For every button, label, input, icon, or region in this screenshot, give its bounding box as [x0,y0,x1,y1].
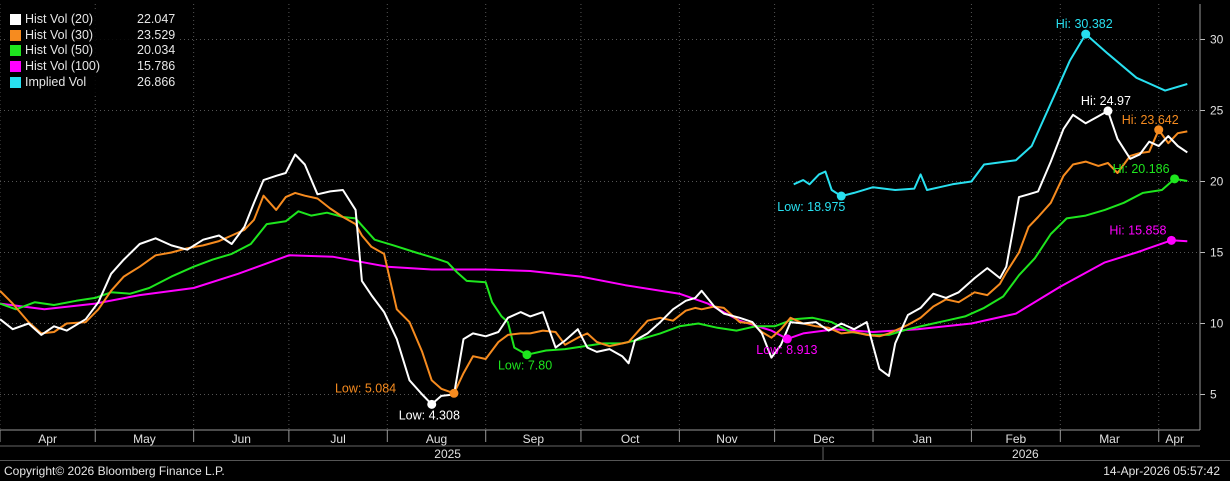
legend-series-value: 23.529 [137,27,176,42]
series-line-hist-vol-30 [0,128,1188,395]
hi-low-marker [1170,174,1180,184]
x-tick-label: Jul [330,432,345,446]
legend-series-name: Implied Vol [25,74,87,89]
hi-low-marker [782,334,792,344]
hi-low-marker [1103,106,1113,116]
hi-low-label: Hi: 15.858 [1109,223,1166,237]
y-tick-label: 25 [1210,104,1224,118]
y-tick-label: 5 [1210,388,1217,402]
x-tick-label: Aug [426,432,447,446]
legend-series-value: 22.047 [137,12,176,27]
chart-legend: Hist Vol (20) 22.047 Hist Vol (30) 23.52… [6,10,180,93]
x-tick-label: Nov [716,432,737,446]
hi-low-label: Hi: 20.186 [1113,162,1170,176]
hi-low-label: Hi: 24.97 [1081,94,1131,108]
hi-low-marker [449,388,459,398]
hi-low-label: Low: 4.308 [399,408,460,422]
hi-low-label: Low: 8.913 [756,343,817,357]
grid-lines [0,4,1200,430]
legend-swatch-implied-vol [10,76,21,88]
hi-low-marker [1154,125,1164,135]
legend-series-name: Hist Vol (20) [25,12,94,27]
y-tick-label: 15 [1210,246,1224,260]
legend-series-name: Hist Vol (50) [25,43,94,58]
legend-swatch-hv50 [10,45,21,57]
x-tick-label: Oct [621,432,640,446]
legend-swatch-hv30 [10,29,21,41]
series-line-hist-vol-20 [0,109,1188,406]
hi-low-marker [1081,29,1091,39]
y-tick-label: 30 [1210,33,1224,47]
series-line-hist-vol-50 [0,177,1188,356]
legend-series-name: Hist Vol (100) [25,59,101,74]
hi-low-label: Low: 5.084 [335,381,396,395]
legend-item-hv20[interactable]: Hist Vol (20) 22.047 [10,12,175,28]
x-tick-label: Apr [38,432,57,446]
hi-low-label: Hi: 30.382 [1056,17,1113,31]
hi-low-label: Low: 7.80 [498,359,552,373]
hi-low-annotations: Hi: 30.382 Low: 18.975 Hi: 24.97 Low: 4.308… [335,17,1180,422]
x-tick-label: Mar [1099,432,1120,446]
legend-series-value: 26.866 [137,74,176,89]
y-tick-label: 20 [1210,175,1224,189]
x-tick-label: Feb [1006,432,1027,446]
series-lines [0,33,1188,406]
legend-item-hv100[interactable]: Hist Vol (100) 15.786 [10,59,175,75]
legend-series-name: Hist Vol (30) [25,27,94,42]
hi-low-label: Low: 18.975 [777,200,845,214]
legend-swatch-hv20 [10,14,21,26]
legend-series-value: 20.034 [137,43,176,58]
x-tick-label: May [133,432,156,446]
hi-low-marker [1166,235,1176,245]
hi-low-marker [836,191,846,201]
hi-low-marker [427,399,437,409]
y-tick-label: 10 [1210,317,1224,331]
timestamp-text: 14-Apr-2026 05:57:42 [1103,464,1220,478]
legend-swatch-hv100 [10,61,21,73]
legend-item-hv30[interactable]: Hist Vol (30) 23.529 [10,28,175,44]
hi-low-marker [522,350,532,360]
legend-item-implied-vol[interactable]: Implied Vol 26.866 [10,74,175,90]
footer-bar: Copyright© 2026 Bloomberg Finance L.P. 1… [0,460,1230,481]
legend-item-hv50[interactable]: Hist Vol (50) 20.034 [10,43,175,59]
copyright-text: Copyright© 2026 Bloomberg Finance L.P. [4,464,225,478]
x-tick-label: Dec [813,432,834,446]
year-label: 2026 [1012,447,1039,461]
x-tick-label: Sep [523,432,545,446]
hi-low-label: Hi: 23.642 [1122,113,1179,127]
year-label: 2025 [434,447,461,461]
x-tick-label: Apr [1165,432,1184,446]
series-line-implied-vol [793,33,1188,198]
legend-series-value: 15.786 [137,59,176,74]
x-tick-label: Jun [232,432,251,446]
x-tick-label: Jan [913,432,932,446]
